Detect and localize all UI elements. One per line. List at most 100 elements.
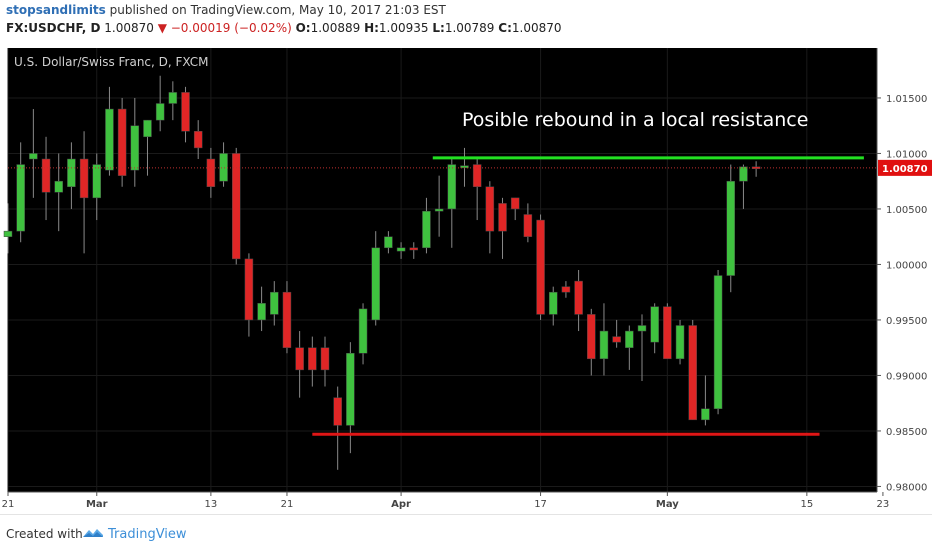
tradingview-brand[interactable]: TradingView (108, 527, 187, 542)
footer: Created with TradingView (0, 514, 932, 551)
candle-up (67, 158, 76, 187)
current-price-label: 1.00870 (882, 164, 928, 175)
candle-up (739, 166, 748, 182)
price-tick-label: 0.99500 (886, 316, 927, 327)
candle-down (41, 158, 51, 193)
high-label: H: (364, 21, 379, 35)
low-value: 1.00789 (444, 21, 495, 35)
candle-up (219, 153, 228, 182)
candle-down (333, 397, 342, 426)
candle-up (701, 408, 710, 421)
candle-up (713, 275, 723, 409)
candle-down (308, 347, 317, 371)
candle-down (244, 258, 254, 321)
candle-up (168, 92, 178, 104)
candle-up (257, 303, 266, 321)
time-tick-label: Mar (86, 499, 108, 510)
close-value: 1.00870 (511, 21, 562, 35)
price-change: ▼ −0.00019 (−0.02%) (157, 21, 292, 35)
candle-down (231, 153, 241, 260)
chart-title: U.S. Dollar/Swiss Franc, D, FXCM (14, 55, 209, 69)
time-tick-label: 17 (534, 499, 547, 510)
candle-up (54, 180, 63, 193)
candle-up (92, 164, 102, 199)
candle-down (663, 306, 672, 360)
candle-up (625, 330, 634, 348)
time-tick-label: 21 (281, 499, 294, 510)
time-axis-background (0, 492, 932, 514)
time-tick-label: 23 (877, 499, 890, 510)
candle-up (599, 330, 609, 360)
time-tick-label: May (656, 499, 679, 510)
candle-down (561, 286, 571, 293)
candle-down (193, 131, 203, 149)
last-price: 1.00870 (104, 21, 154, 35)
price-tick-label: 1.01500 (886, 94, 927, 105)
candle-down (409, 247, 419, 251)
current-price-badge (878, 159, 932, 176)
candle-down (206, 158, 216, 187)
price-tick-label: 1.00000 (886, 260, 927, 271)
symbol-label: FX:USDCHF, D (6, 21, 101, 35)
candle-up (346, 353, 355, 426)
candle-down (320, 347, 330, 371)
candle-up (155, 103, 165, 121)
candle-down (574, 280, 583, 315)
candle-up (726, 180, 736, 276)
candle-up (637, 325, 647, 332)
candle-up (396, 247, 406, 252)
candle-up (29, 153, 38, 160)
candle-down (523, 214, 533, 237)
tradingview-logo-icon[interactable] (82, 525, 104, 541)
candle-down (181, 92, 190, 132)
time-tick-label: 13 (205, 499, 218, 510)
price-tick-label: 0.99000 (886, 371, 927, 382)
low-label: L: (432, 21, 445, 35)
candle-up (650, 306, 659, 343)
candle-up (3, 230, 13, 237)
candle-up (675, 325, 685, 360)
chart-area[interactable]: U.S. Dollar/Swiss Franc, D, FXCM Posible … (0, 40, 932, 514)
candle-down (688, 325, 697, 421)
candle-up (143, 119, 152, 138)
candlestick-chart[interactable]: U.S. Dollar/Swiss Franc, D, FXCM Posible … (0, 40, 932, 514)
candle-down (295, 347, 304, 371)
candle-down (587, 314, 596, 360)
publish-text: published on TradingView.com, May 10, 20… (105, 3, 446, 17)
candle-down (282, 291, 292, 348)
created-with-text: Created with (6, 527, 83, 541)
publish-info: stopsandlimits published on TradingView.… (6, 3, 446, 17)
author-link[interactable]: stopsandlimits (6, 3, 106, 17)
open-label: O: (295, 21, 311, 35)
candle-up (358, 308, 368, 354)
time-tick-label: 15 (800, 499, 813, 510)
time-tick-label: 21 (2, 499, 15, 510)
price-axis-background (877, 40, 932, 492)
close-label: C: (498, 21, 512, 35)
candle-down (472, 164, 482, 188)
candle-up (270, 291, 279, 315)
price-tick-label: 0.98500 (886, 427, 927, 438)
candle-down (485, 186, 495, 232)
candle-down (510, 197, 520, 210)
candle-up (447, 164, 457, 210)
annotation-text: Posible rebound in a local resistance (462, 109, 808, 131)
candle-down (117, 108, 127, 176)
candle-up (548, 291, 558, 315)
time-tick-label: Apr (391, 499, 411, 510)
price-tick-label: 0.98000 (886, 482, 927, 493)
chart-header: stopsandlimits published on TradingView.… (0, 0, 932, 40)
candle-up (422, 210, 431, 249)
candle-up (384, 236, 393, 249)
candle-up (130, 125, 140, 171)
candle-up (16, 164, 25, 232)
candle-up (105, 108, 114, 171)
candle-down (498, 203, 507, 232)
candle-up (434, 208, 444, 212)
price-tick-label: 1.01000 (886, 149, 927, 160)
price-tick-label: 1.00500 (886, 205, 927, 216)
ohlc-legend: FX:USDCHF, D 1.00870 ▼ −0.00019 (−0.02%)… (6, 21, 562, 35)
candle-down (79, 158, 89, 199)
open-value: 1.00889 (310, 21, 361, 35)
candle-down (536, 219, 545, 315)
